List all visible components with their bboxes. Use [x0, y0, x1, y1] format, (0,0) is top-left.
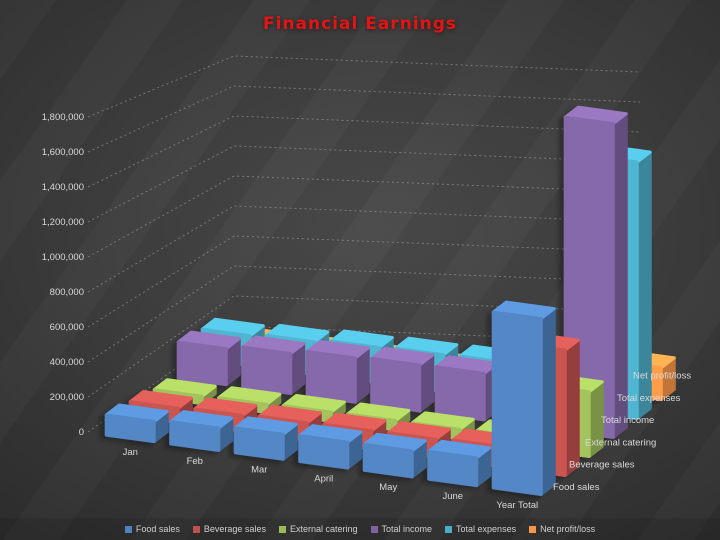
gridline-600000 [87, 235, 641, 328]
series-label-total-expenses: Total expenses [617, 393, 681, 404]
legend-label: Total expenses [456, 524, 517, 534]
legend-item-external-catering: External catering [278, 524, 358, 534]
bar-food-sales-mar [233, 416, 298, 461]
category-label-mar: Mar [251, 465, 267, 476]
bar-food-sales-may [362, 432, 427, 479]
gridline-400000 [87, 265, 641, 363]
legend-label: Total income [381, 524, 433, 534]
legend-label: External catering [289, 524, 358, 534]
legend-swatch-beverage-sales [192, 525, 200, 533]
chart-legend: Food sales Beverage sales External caterin… [0, 518, 720, 540]
category-label-june: June [442, 491, 463, 502]
category-label-may: May [379, 482, 397, 493]
legend-item-total-expenses: Total expenses [445, 524, 516, 534]
chart-title: Financial Earnings [262, 14, 458, 34]
y-tick-label: 1,600,000 [42, 147, 84, 158]
y-tick-label: 1,800,000 [42, 112, 84, 123]
y-tick-label: 1,200,000 [42, 217, 84, 228]
category-label-year-total: Year Total [496, 500, 538, 511]
legend-swatch-external-catering [278, 525, 286, 533]
series-label-beverage-sales: Beverage sales [569, 460, 635, 471]
legend-swatch-food-sales [124, 525, 132, 533]
bar-food-sales-feb [169, 410, 234, 452]
bars [104, 105, 676, 496]
legend-swatch-total-income [370, 525, 378, 533]
legend-item-total-income: Total income [370, 524, 433, 534]
bar-food-sales-june [427, 439, 492, 488]
bar-food-sales-year-total [491, 300, 556, 496]
bar-total-income-may [434, 355, 499, 422]
y-tick-label: 1,400,000 [42, 182, 84, 193]
series-label-food-sales: Food sales [553, 482, 600, 493]
gridline-1400000 [87, 115, 641, 188]
legend-label: Net profit/loss [540, 524, 596, 534]
legend-item-net-profit-loss: Net profit/loss [529, 524, 595, 534]
series-axis: Food sales Beverage sales External caterin… [553, 371, 691, 494]
category-label-jan: Jan [123, 447, 138, 458]
category-label-feb: Feb [187, 456, 203, 467]
y-tick-label: 0 [79, 427, 84, 438]
series-label-net-profit-loss: Net profit/loss [633, 371, 691, 382]
bar-total-income-feb [241, 335, 306, 395]
bar-total-income-jan [176, 330, 241, 387]
series-label-external-catering: External catering [585, 437, 656, 448]
bar-food-sales-jan [104, 403, 169, 444]
y-tick-label: 800,000 [50, 287, 84, 298]
gridline-1200000 [87, 145, 641, 223]
gridline-1600000 [87, 85, 641, 153]
y-tick-label: 400,000 [50, 357, 84, 368]
gridline-1000000 [87, 175, 641, 258]
category-label-april: April [314, 473, 333, 484]
y-tick-label: 1,000,000 [42, 252, 84, 263]
legend-item-beverage-sales: Beverage sales [192, 524, 266, 534]
category-axis: Jan Feb Mar April May June Year Total [123, 447, 539, 511]
bar-total-income-april [370, 346, 435, 413]
series-label-total-income: Total income [601, 415, 654, 426]
y-tick-label: 600,000 [50, 322, 84, 333]
y-tick-label: 200,000 [50, 392, 84, 403]
legend-item-food-sales: Food sales [124, 524, 180, 534]
gridline-1800000 [87, 55, 641, 118]
gridline-800000 [87, 205, 641, 293]
legend-swatch-net-profit-loss [529, 525, 537, 533]
bar-total-income-mar [305, 339, 370, 404]
bar-food-sales-april [298, 424, 363, 470]
legend-swatch-total-expenses [445, 525, 453, 533]
legend-label: Food sales [135, 524, 180, 534]
legend-label: Beverage sales [203, 524, 266, 534]
